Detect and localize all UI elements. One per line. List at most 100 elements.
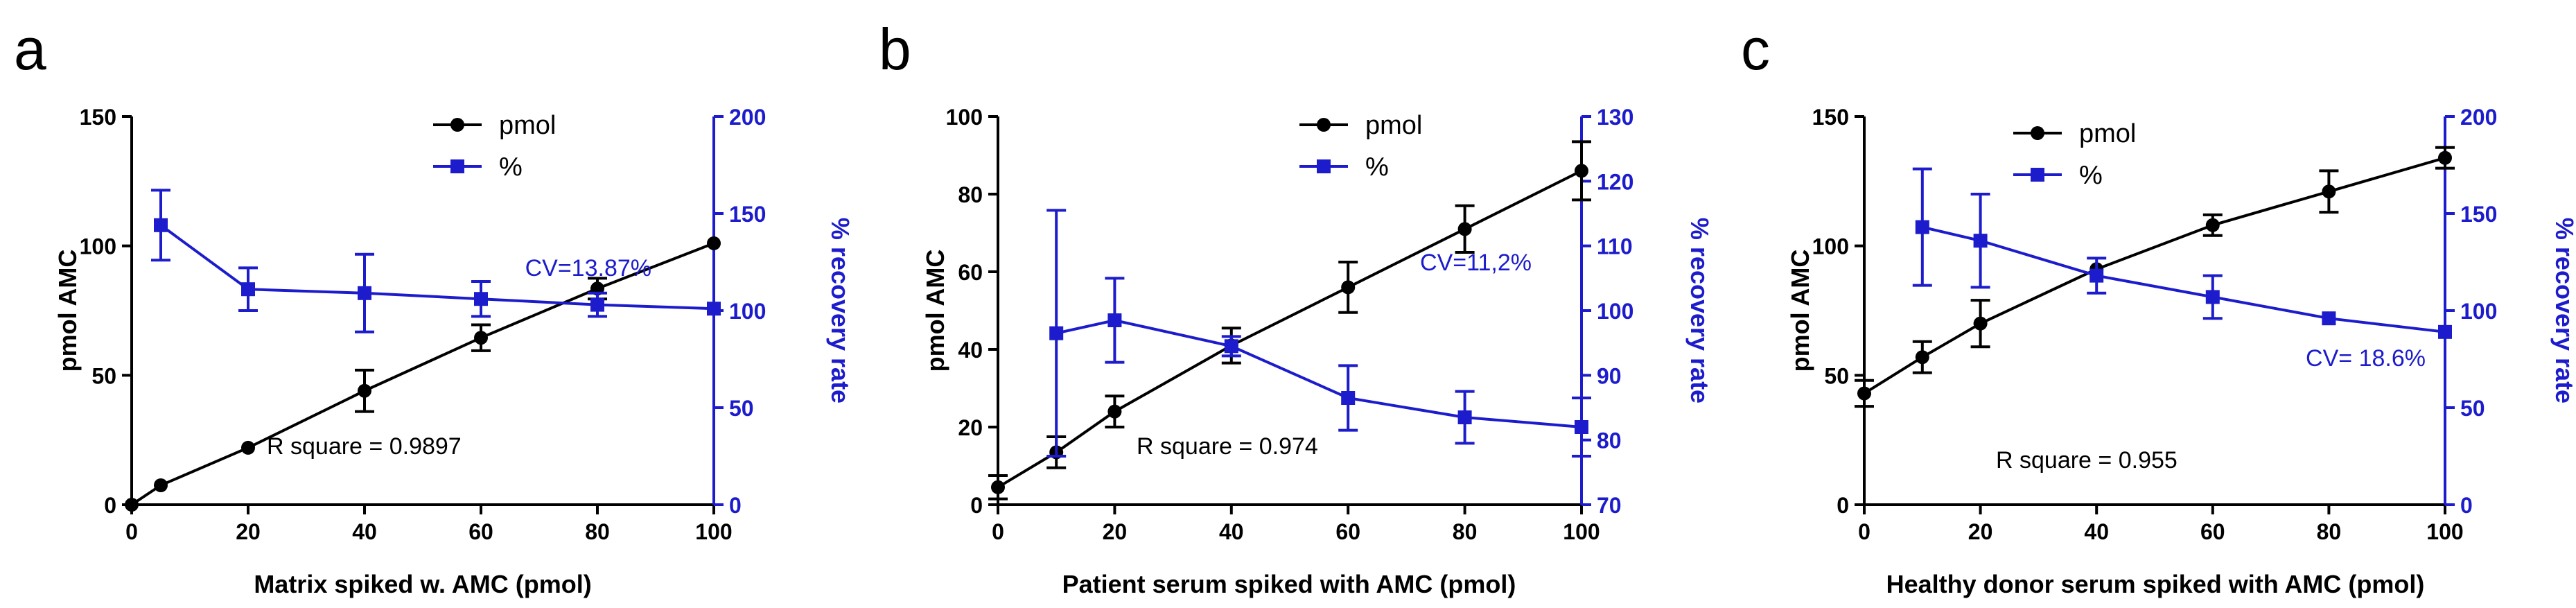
data-point-pmol: [1107, 404, 1122, 419]
x-tick-label: 40: [1219, 519, 1244, 544]
y-tick-label: 80: [958, 182, 983, 207]
y-tick-label: 100: [80, 234, 116, 259]
annotation: R square = 0.955: [1996, 447, 2178, 474]
x-tick-label: 40: [352, 519, 377, 544]
x-tick-label: 80: [2317, 519, 2342, 544]
legend-marker: [1317, 159, 1331, 173]
annotation: CV=13.87%: [525, 255, 651, 281]
y2-tick-label: 110: [1597, 234, 1633, 259]
annotation: R square = 0.974: [1137, 433, 1318, 460]
x-tick-label: 100: [695, 519, 732, 544]
x-tick-label: 20: [1103, 519, 1128, 544]
data-point-percent: [241, 282, 255, 297]
series-line-percent: [159, 224, 715, 311]
y2-tick-label: 200: [2460, 105, 2497, 130]
data-point-pmol: [358, 383, 371, 398]
data-point-pmol: [1973, 316, 1988, 331]
legend-marker: [1317, 118, 1331, 132]
series-line-percent: [1922, 225, 2446, 333]
y2-tick-label: 100: [729, 299, 766, 324]
x-tick-label: 0: [1858, 519, 1870, 544]
data-point-pmol: [1575, 164, 1588, 178]
data-point-pmol: [125, 498, 139, 512]
y-tick-label: 0: [1837, 493, 1849, 518]
data-point-pmol: [1341, 280, 1356, 295]
y2-tick-label: 80: [1597, 428, 1622, 453]
y2-tick-label: 50: [2460, 396, 2485, 421]
x-axis-label: Healthy donor serum spiked with AMC (pmo…: [1886, 570, 2425, 598]
data-point-percent: [1457, 410, 1472, 424]
data-point-percent: [154, 218, 168, 232]
panel-b: b0 20 40 60 80 100020406080100708090100110120…: [879, 17, 1714, 598]
data-point-percent: [2322, 311, 2336, 326]
x-tick-label: 60: [468, 519, 493, 544]
data-point-pmol: [991, 480, 1005, 494]
legend-label: %: [2079, 161, 2103, 190]
data-point-percent: [590, 297, 604, 312]
y2-axis-label: % recovery rate: [1685, 218, 1714, 403]
x-axis-label: Patient serum spiked with AMC (pmol): [1062, 570, 1516, 598]
y-tick-label: 20: [958, 415, 983, 440]
legend-marker: [2031, 168, 2044, 182]
data-point-percent: [2089, 268, 2104, 283]
y-axis-label: pmol AMC: [1786, 250, 1814, 372]
y2-tick-label: 150: [2460, 202, 2497, 227]
data-point-pmol: [707, 236, 721, 250]
y2-tick-label: 50: [729, 396, 754, 421]
series-line-percent: [1055, 318, 1582, 428]
y-tick-label: 0: [104, 493, 116, 518]
y-tick-label: 0: [970, 493, 983, 518]
y2-tick-label: 120: [1597, 169, 1633, 194]
data-point-percent: [1341, 391, 1356, 405]
panel-letter: a: [14, 17, 46, 82]
y2-axis-label: % recovery rate: [2550, 218, 2576, 403]
legend-marker: [450, 118, 464, 132]
y-axis-label: pmol AMC: [921, 250, 949, 372]
data-point-pmol: [1915, 350, 1929, 365]
y-tick-label: 50: [91, 363, 116, 388]
y2-tick-label: 0: [729, 493, 742, 518]
y2-tick-label: 90: [1597, 363, 1622, 388]
x-tick-label: 0: [125, 519, 138, 544]
data-point-percent: [1224, 339, 1238, 354]
x-tick-label: 40: [2084, 519, 2109, 544]
annotation: CV= 18.6%: [2306, 345, 2426, 372]
data-point-percent: [707, 302, 721, 316]
legend-label: pmol: [499, 111, 556, 140]
x-tick-label: 100: [1563, 519, 1600, 544]
data-point-percent: [1973, 234, 1988, 248]
data-point-pmol: [2205, 218, 2220, 232]
y2-tick-label: 100: [1597, 299, 1633, 324]
annotation: CV=11,2%: [1420, 250, 1532, 276]
annotation: R square = 0.9897: [267, 433, 462, 460]
y2-tick-label: 0: [2460, 493, 2473, 518]
legend-label: %: [499, 153, 523, 182]
x-tick-label: 60: [1335, 519, 1360, 544]
data-point-pmol: [154, 478, 168, 492]
y-tick-label: 150: [1812, 105, 1849, 130]
y-tick-label: 40: [958, 338, 983, 363]
data-point-pmol: [241, 440, 255, 455]
data-point-percent: [2205, 290, 2220, 304]
legend-marker: [450, 159, 464, 173]
data-point-pmol: [474, 331, 488, 345]
x-tick-label: 80: [1453, 519, 1478, 544]
legend-label: pmol: [1365, 111, 1422, 140]
x-tick-label: 0: [992, 519, 1004, 544]
x-axis-label: Matrix spiked w. AMC (pmol): [254, 570, 591, 598]
x-tick-label: 100: [2426, 519, 2463, 544]
y2-tick-label: 70: [1597, 493, 1622, 518]
data-point-percent: [474, 292, 488, 306]
y2-axis-label: % recovery rate: [826, 218, 855, 403]
y-axis-label: pmol AMC: [53, 250, 82, 372]
y2-tick-label: 150: [729, 202, 766, 227]
data-point-pmol: [1857, 386, 1871, 401]
y-tick-label: 60: [958, 260, 983, 285]
x-tick-label: 60: [2200, 519, 2225, 544]
panel-c: c0 20 40 60 80 100050100150050100150200Health…: [1741, 17, 2576, 598]
panel-letter: b: [879, 17, 911, 82]
data-point-percent: [1049, 326, 1064, 340]
y2-tick-label: 100: [2460, 299, 2497, 324]
panel-letter: c: [1741, 17, 1770, 82]
y2-tick-label: 200: [729, 105, 766, 130]
